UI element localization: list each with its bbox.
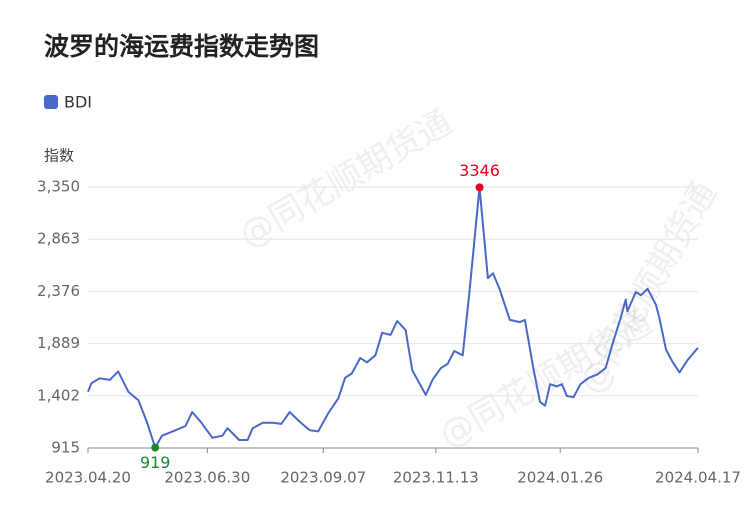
x-tick-label: 2023.04.20 [45,469,131,487]
x-tick-label: 2024.04.17 [655,469,741,487]
x-tick-label: 2023.11.13 [393,469,479,487]
x-tick-label: 2024.01.26 [517,469,603,487]
x-tick-label: 2023.09.07 [280,469,366,487]
annotation-point [475,183,484,192]
chart-title: 波罗的海运费指数走势图 [44,32,319,61]
x-tick-label: 2023.06.30 [164,469,250,487]
annotation-point [151,443,160,452]
annotation-label: 919 [140,453,171,472]
y-tick-label: 3,350 [37,178,80,196]
y-tick-label: 1,889 [37,334,80,352]
watermark: @同花顺期货通 [233,102,459,256]
series-line [87,186,699,449]
annotation-label: 3346 [459,161,500,180]
y-tick-label: 2,863 [37,230,80,248]
y-tick-label: 915 [51,439,80,457]
legend-label: BDI [64,93,92,112]
legend-swatch [44,95,58,109]
y-tick-label: 2,376 [37,282,80,300]
y-axis-label: 指数 [44,147,74,165]
y-tick-label: 1,402 [37,386,80,404]
